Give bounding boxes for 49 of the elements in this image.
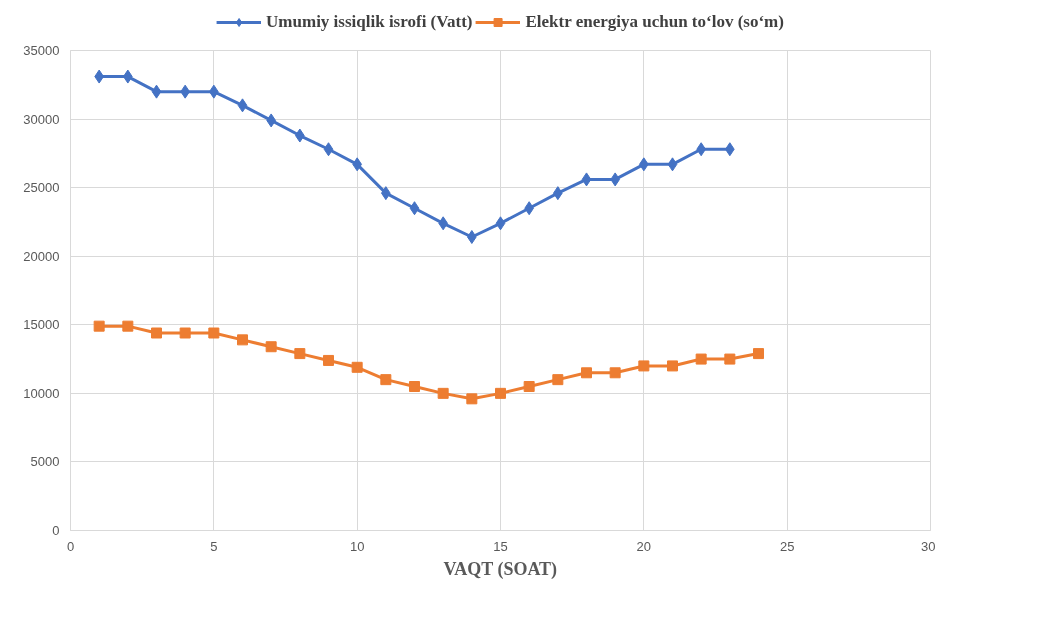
point — [495, 387, 506, 399]
point — [237, 334, 248, 346]
point — [667, 157, 678, 172]
x-tick-label: 10 — [349, 538, 365, 554]
point — [151, 327, 162, 339]
point — [208, 327, 220, 339]
y-tick-label: 20000 — [23, 248, 60, 264]
point — [380, 374, 392, 386]
y-tick-label: 10000 — [23, 385, 60, 401]
x-axis-title: VAQT (SOAT) — [443, 558, 558, 580]
point — [552, 374, 564, 386]
x-tick-label: 5 — [210, 538, 218, 554]
y-tick-label: 30000 — [23, 111, 60, 127]
point — [323, 142, 334, 157]
point — [294, 348, 306, 360]
point — [122, 320, 134, 332]
point — [437, 387, 449, 399]
y-tick-label: 35000 — [23, 43, 60, 58]
y-tick-label: 25000 — [23, 180, 60, 196]
point — [409, 381, 420, 392]
point — [638, 360, 650, 372]
point — [667, 360, 678, 372]
point — [409, 201, 420, 216]
y-tick-label: 15000 — [23, 317, 60, 333]
point — [753, 348, 764, 360]
x-tick-label: 0 — [66, 538, 75, 554]
point — [581, 367, 592, 379]
legend-label: Umumiy issiqlik isrofi (Vatt) — [266, 12, 473, 32]
x-tick-label: 20 — [636, 538, 652, 554]
x-tick-label: 15 — [493, 538, 508, 554]
point — [323, 354, 334, 366]
y-tick-label: 0 — [52, 523, 60, 538]
x-tick-label: 25 — [779, 538, 795, 554]
point — [609, 367, 621, 379]
y-tick-label: 5000 — [30, 454, 60, 470]
point — [724, 353, 736, 365]
x-tick-label: 30 — [921, 538, 936, 554]
point — [351, 361, 363, 373]
point — [179, 327, 191, 339]
point — [523, 381, 535, 392]
point — [151, 84, 162, 99]
point — [265, 341, 277, 353]
point — [581, 172, 592, 187]
point — [237, 98, 248, 113]
point — [466, 393, 478, 405]
point — [695, 353, 707, 365]
point — [495, 216, 506, 231]
point — [93, 320, 105, 332]
legend-label: Elektr energiya uchun to‘lov (so‘m) — [525, 12, 784, 32]
